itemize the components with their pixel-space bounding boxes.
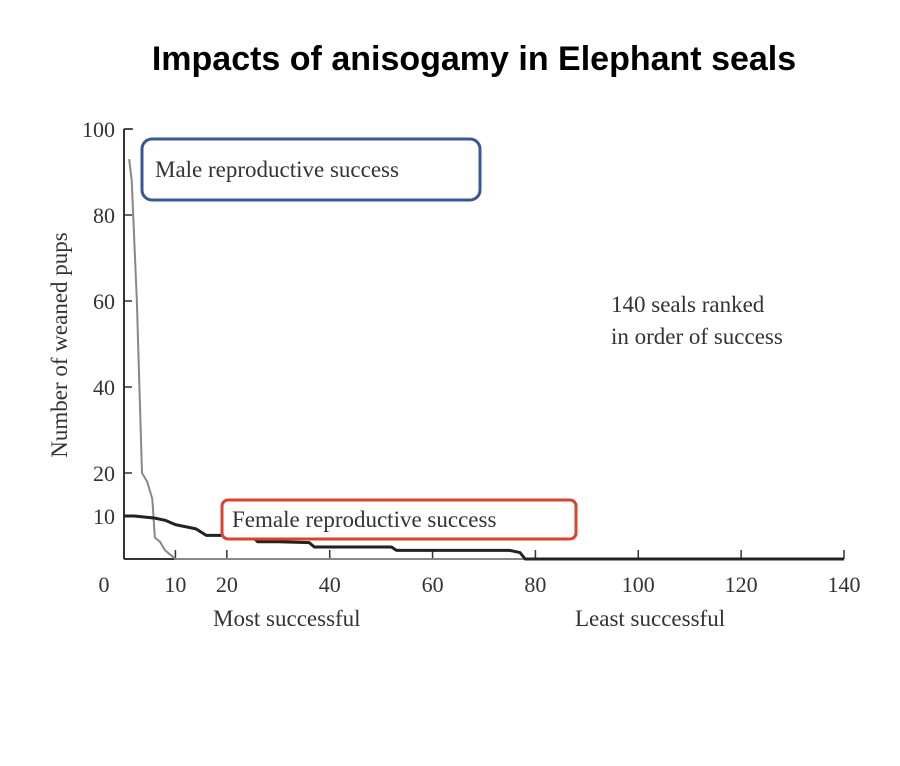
y-tick-label: 60 <box>93 289 115 314</box>
x-tick-label: 120 <box>725 572 758 597</box>
y-tick-label: 40 <box>93 375 115 400</box>
female-legend-label: Female reproductive success <box>232 507 496 532</box>
x-tick-label: 60 <box>422 572 444 597</box>
xlabel-left: Most successful <box>213 606 361 631</box>
ylabel: Number of weaned pups <box>47 232 72 458</box>
x-tick-label: 80 <box>524 572 546 597</box>
female-series-line <box>124 514 844 561</box>
x-tick-label: 20 <box>216 572 238 597</box>
female-legend-box <box>220 498 578 541</box>
x-tick-label: 0 <box>99 572 110 597</box>
x-tick-label: 40 <box>319 572 341 597</box>
y-tick-label: 100 <box>82 117 115 142</box>
y-tick-label: 10 <box>93 504 115 529</box>
x-tick-label: 100 <box>622 572 655 597</box>
xlabel-right: Least successful <box>575 606 725 631</box>
male-legend-label: Male reproductive success <box>155 157 399 182</box>
annotation-line-1: 140 seals ranked <box>611 292 765 317</box>
y-tick-label: 80 <box>93 203 115 228</box>
x-tick-label: 140 <box>828 572 861 597</box>
x-tick-label: 10 <box>164 572 186 597</box>
annotation-line-2: in order of success <box>611 324 783 349</box>
y-tick-label: 20 <box>93 461 115 486</box>
male-legend-box <box>140 137 482 202</box>
slide-title: Impacts of anisogamy in Elephant seals <box>151 40 797 78</box>
